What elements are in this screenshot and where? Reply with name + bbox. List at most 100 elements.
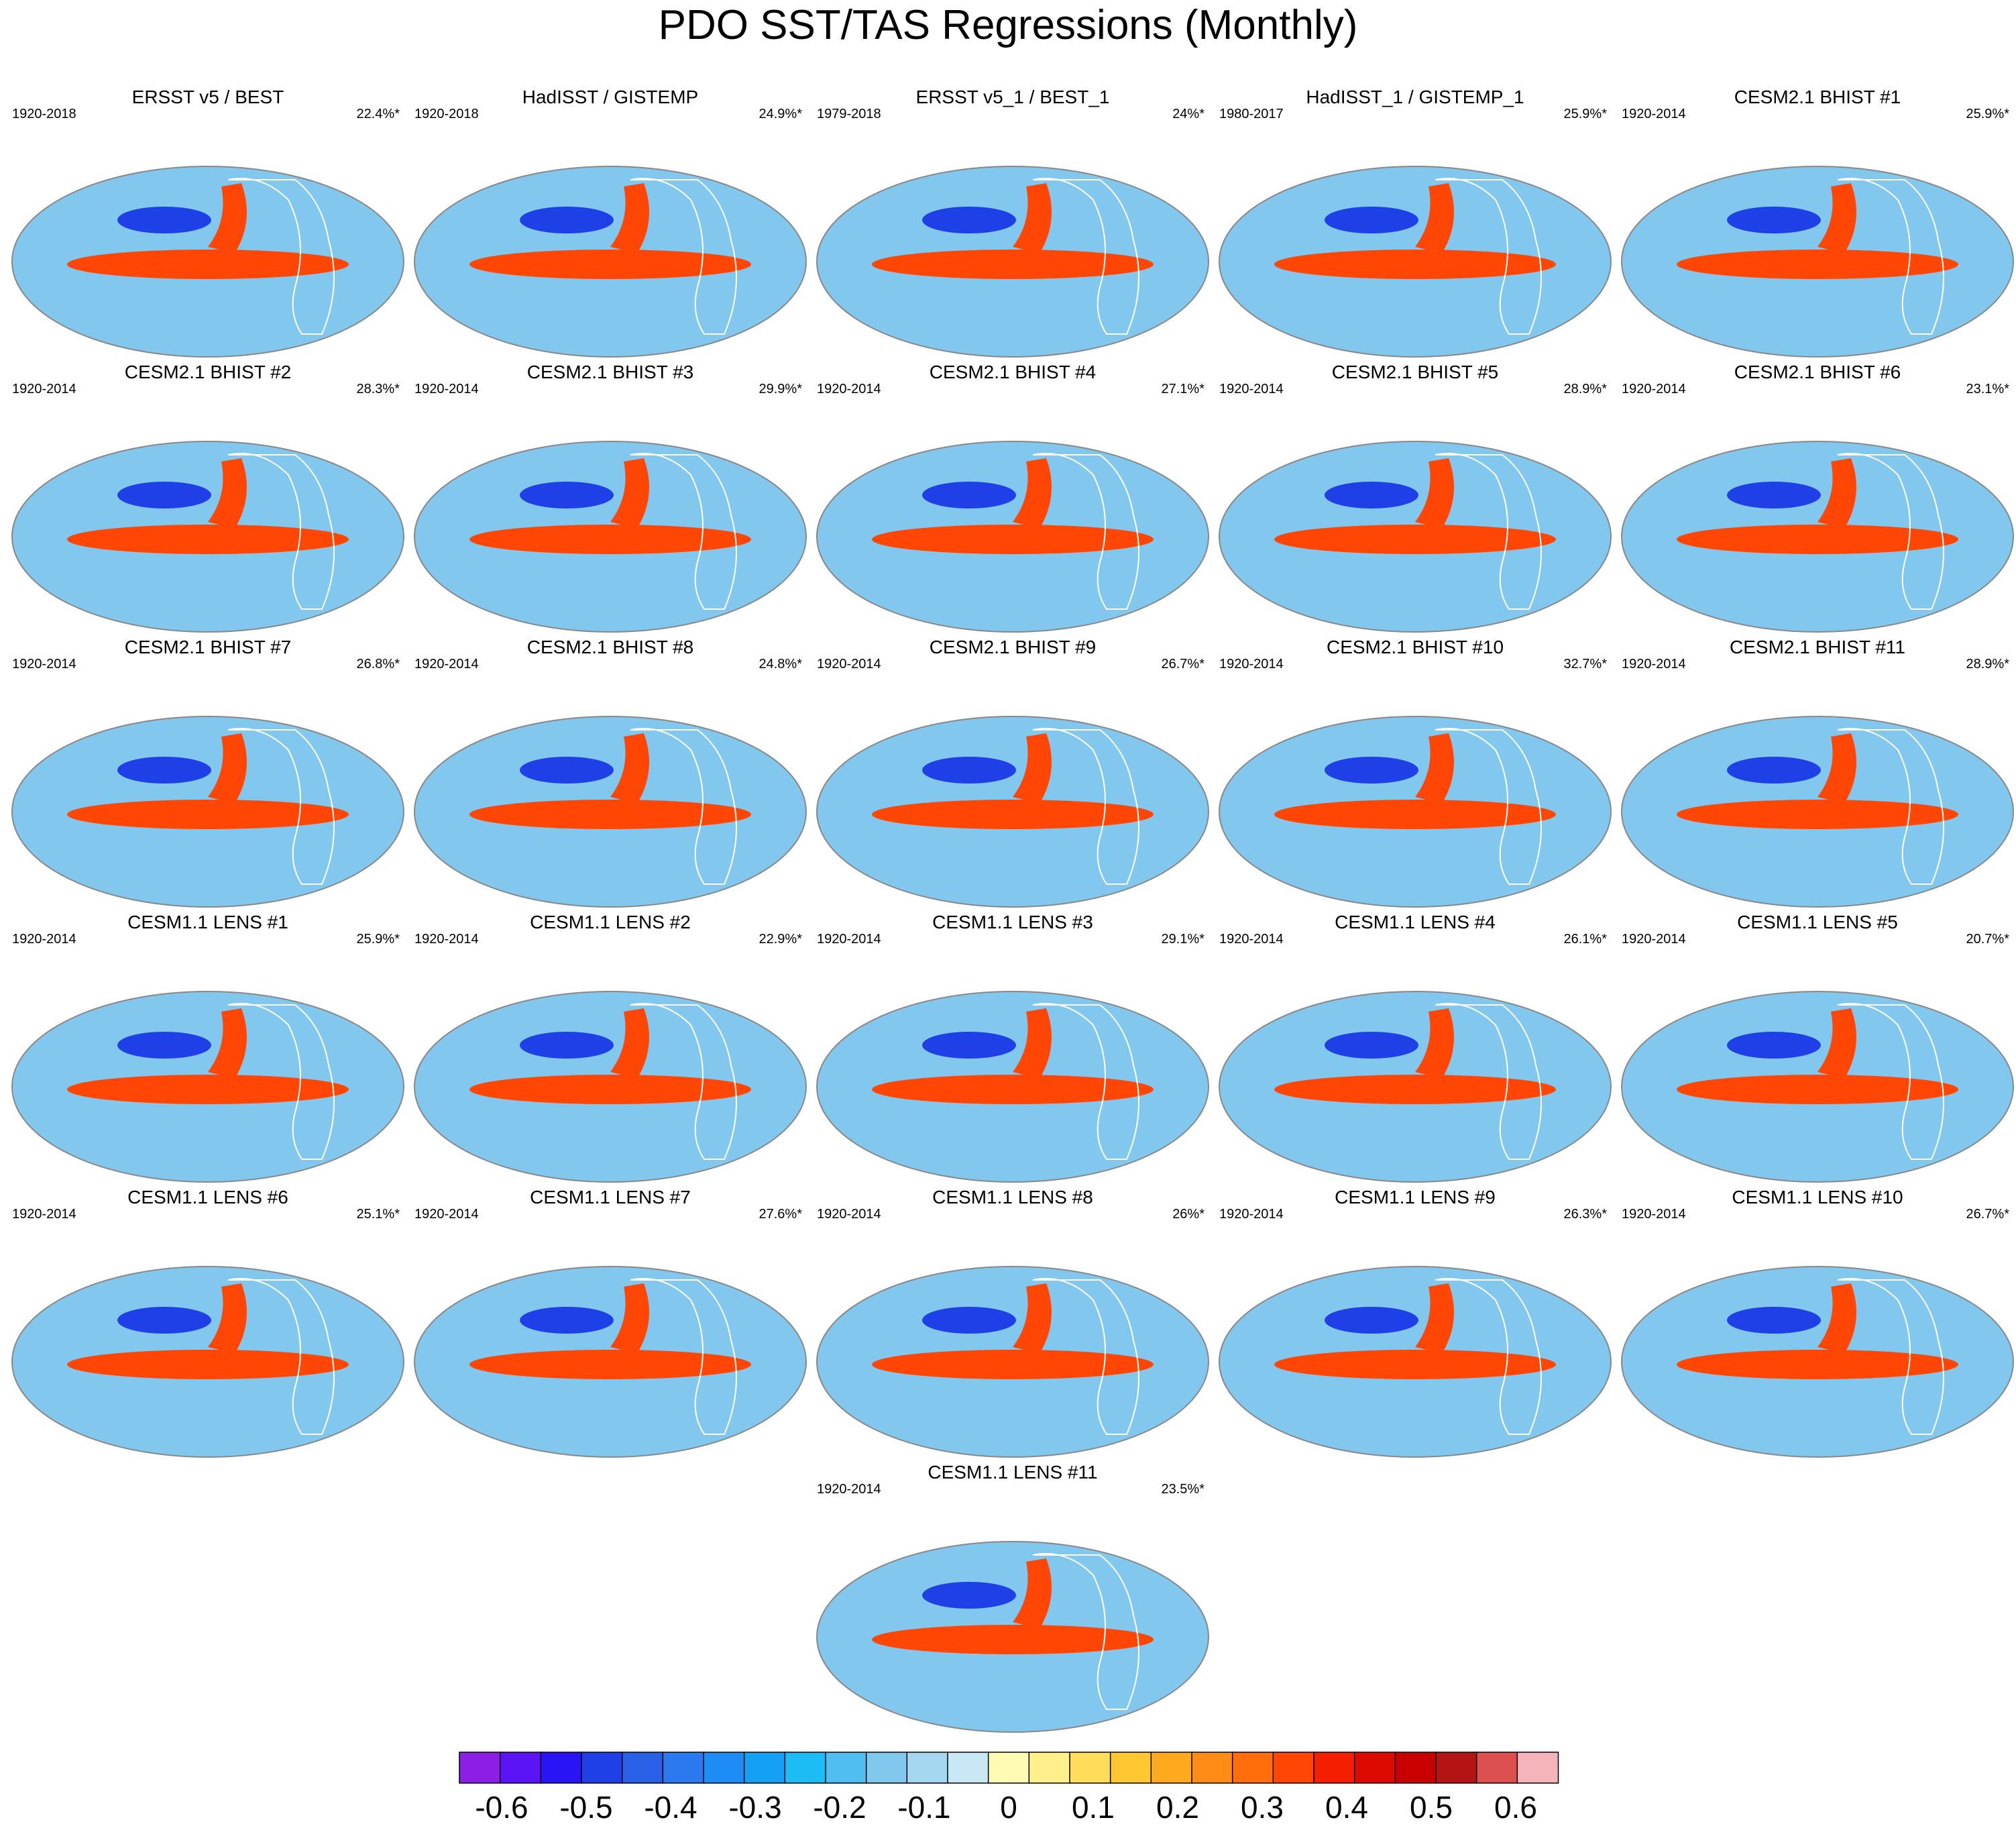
tropical-warm-tongue <box>872 1625 1154 1654</box>
tropical-warm-tongue <box>1274 525 1556 554</box>
colorbar-swatch <box>1475 1752 1518 1784</box>
map-border <box>816 441 1209 633</box>
horseshoe-warm-anomaly <box>1013 1008 1052 1079</box>
map-panel: CESM1.1 LENS #6 1920-2014 25.1%* <box>7 1186 409 1461</box>
horseshoe-warm-anomaly <box>1817 1008 1856 1079</box>
map-border <box>1621 991 2014 1183</box>
panel-title: CESM1.1 LENS #2 <box>530 912 691 932</box>
panel-variance: 28.9%* <box>1966 657 2010 672</box>
horseshoe-warm-anomaly <box>1415 1283 1454 1354</box>
panel-title: CESM2.1 BHIST #10 <box>1326 637 1504 657</box>
north-pacific-cold-anomaly <box>922 482 1016 508</box>
map-panel: CESM2.1 BHIST #6 1920-2014 23.1%* <box>1616 361 2016 636</box>
panel-variance: 20.7%* <box>1966 932 2010 947</box>
panel-variance: 26.7%* <box>1966 1207 2010 1222</box>
panel-title: HadISST / GISTEMP <box>522 87 699 107</box>
map-panel: ERSST v5 / BEST 1920-2018 22.4%* <box>7 86 409 361</box>
north-pacific-cold-anomaly <box>1325 757 1418 784</box>
panel-variance: 24.8%* <box>759 657 803 672</box>
horseshoe-warm-anomaly <box>1415 733 1454 804</box>
tropical-warm-tongue <box>469 1350 751 1379</box>
map-panel: CESM1.1 LENS #5 1920-2014 20.7%* <box>1616 911 2016 1186</box>
coastline <box>1837 453 1944 610</box>
map-border <box>414 716 807 908</box>
map-border <box>11 1266 404 1458</box>
regression-map <box>1621 1266 2014 1458</box>
map-panel: CESM1.1 LENS #1 1920-2014 25.9%* <box>7 911 409 1186</box>
map-border <box>11 166 404 358</box>
panel-title: CESM2.1 BHIST #6 <box>1734 362 1901 382</box>
colorbar-tick-label: -0.3 <box>728 1790 781 1824</box>
colorbar-swatch <box>1231 1752 1274 1784</box>
coastline <box>1837 1003 1944 1160</box>
coastline <box>630 728 737 885</box>
coastline <box>1435 1003 1542 1160</box>
colorbar-swatch <box>1435 1752 1477 1784</box>
colorbar-swatch <box>987 1752 1030 1784</box>
coastline <box>227 178 335 335</box>
regression-map <box>414 441 807 633</box>
regression-map <box>1621 441 2014 633</box>
north-pacific-cold-anomaly <box>1727 1032 1821 1059</box>
colorbar-tick-label: 0.4 <box>1325 1790 1368 1824</box>
colorbar-tick-label: -0.1 <box>897 1790 950 1824</box>
north-pacific-cold-anomaly <box>1325 482 1418 508</box>
panel-period: 1980-2017 <box>1219 107 1284 121</box>
panel-title: CESM2.1 BHIST #4 <box>929 362 1097 382</box>
figure-title: PDO SST/TAS Regressions (Monthly) <box>658 2 1358 48</box>
map-panel: ERSST v5_1 / BEST_1 1979-2018 24%* <box>811 86 1214 361</box>
panel-variance: 28.9%* <box>1563 382 1608 396</box>
map-border <box>1219 991 1612 1183</box>
colorbar-swatch <box>825 1752 867 1784</box>
horseshoe-warm-anomaly <box>208 1283 247 1354</box>
map-panel: CESM1.1 LENS #11 1920-2014 23.5%* <box>811 1461 1214 1736</box>
regression-map <box>414 716 807 908</box>
panel-period: 1920-2014 <box>1622 107 1686 121</box>
colorbar-swatch <box>1069 1752 1111 1784</box>
horseshoe-warm-anomaly <box>1013 458 1052 529</box>
regression-map <box>414 991 807 1183</box>
map-panel: CESM2.1 BHIST #11 1920-2014 28.9%* <box>1616 636 2016 911</box>
panel-variance: 25.9%* <box>1563 107 1608 121</box>
horseshoe-warm-anomaly <box>208 1008 247 1079</box>
coastline <box>1032 178 1139 335</box>
regression-map <box>1621 716 2014 908</box>
coastline <box>1032 1553 1139 1710</box>
north-pacific-cold-anomaly <box>1325 1307 1418 1334</box>
regression-map <box>816 1541 1209 1733</box>
tropical-warm-tongue <box>872 1350 1154 1379</box>
map-panel: CESM2.1 BHIST #4 1920-2014 27.1%* <box>811 361 1214 636</box>
map-border <box>414 166 807 358</box>
regression-map <box>816 1266 1209 1458</box>
panel-title: CESM2.1 BHIST #11 <box>1730 637 1905 657</box>
tropical-warm-tongue <box>1677 1350 1958 1379</box>
regression-map <box>1219 1266 1612 1458</box>
north-pacific-cold-anomaly <box>922 1032 1016 1059</box>
north-pacific-cold-anomaly <box>922 207 1016 233</box>
map-panel: CESM2.1 BHIST #5 1920-2014 28.9%* <box>1214 361 1616 636</box>
coastline <box>1435 178 1542 335</box>
regression-map <box>816 441 1209 633</box>
panel-title: CESM1.1 LENS #6 <box>127 1187 288 1208</box>
panel-title: CESM1.1 LENS #5 <box>1737 912 1898 932</box>
regression-map <box>1219 991 1612 1183</box>
panel-variance: 27.1%* <box>1161 382 1205 396</box>
panel-title: CESM1.1 LENS #8 <box>932 1187 1093 1208</box>
coastline <box>1435 1278 1542 1435</box>
map-border <box>816 716 1209 908</box>
map-border <box>1219 166 1612 358</box>
coastline <box>1032 728 1139 885</box>
north-pacific-cold-anomaly <box>1727 207 1821 233</box>
colorbar-swatch <box>540 1752 583 1784</box>
regression-map <box>1219 166 1612 358</box>
panel-title: CESM2.1 BHIST #2 <box>124 362 292 382</box>
panel-period: 1920-2014 <box>1219 1207 1284 1222</box>
map-border <box>1621 166 2014 358</box>
colorbar-swatch <box>947 1752 989 1784</box>
panel-title: CESM1.1 LENS #1 <box>127 912 288 932</box>
map-panel: CESM2.1 BHIST #10 1920-2014 32.7%* <box>1214 636 1616 911</box>
tropical-warm-tongue <box>1677 800 1958 829</box>
map-border <box>1219 716 1612 908</box>
map-panel: CESM1.1 LENS #7 1920-2014 27.6%* <box>409 1186 811 1461</box>
colorbar-swatch <box>621 1752 664 1784</box>
